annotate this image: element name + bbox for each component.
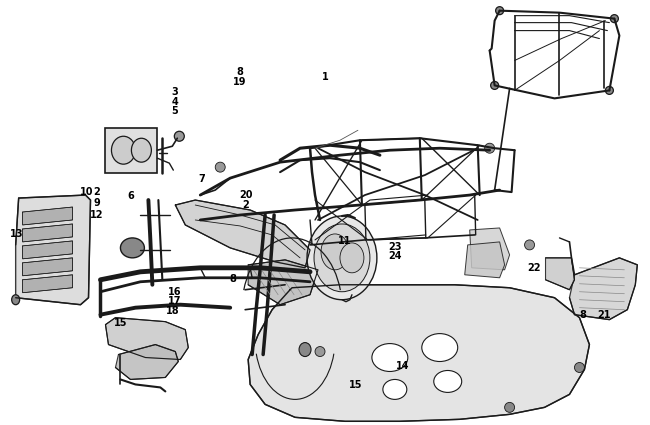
Polygon shape <box>16 195 90 305</box>
Text: 9: 9 <box>94 198 100 208</box>
Polygon shape <box>545 258 575 290</box>
Ellipse shape <box>485 143 495 153</box>
Text: 23: 23 <box>388 242 402 252</box>
Ellipse shape <box>12 295 20 305</box>
Text: 15: 15 <box>114 317 127 328</box>
Polygon shape <box>176 200 310 268</box>
Polygon shape <box>23 275 73 293</box>
Text: 16: 16 <box>168 287 181 297</box>
Ellipse shape <box>434 371 461 392</box>
Ellipse shape <box>383 380 407 400</box>
Text: 22: 22 <box>527 264 541 273</box>
Ellipse shape <box>321 234 349 270</box>
Ellipse shape <box>174 131 185 141</box>
Text: 8: 8 <box>236 67 243 77</box>
Text: 3: 3 <box>171 87 178 97</box>
Text: 5: 5 <box>171 106 178 116</box>
Text: 17: 17 <box>168 296 181 306</box>
Ellipse shape <box>215 162 225 172</box>
Ellipse shape <box>496 7 504 14</box>
Polygon shape <box>23 241 73 259</box>
Text: 15: 15 <box>350 380 363 390</box>
Text: 4: 4 <box>171 96 178 107</box>
Polygon shape <box>465 242 504 278</box>
Ellipse shape <box>111 136 135 164</box>
Ellipse shape <box>340 243 364 273</box>
Text: 11: 11 <box>338 236 351 246</box>
Text: 2: 2 <box>94 187 100 197</box>
Ellipse shape <box>610 14 618 23</box>
Ellipse shape <box>575 363 584 372</box>
Ellipse shape <box>605 86 614 94</box>
Text: 24: 24 <box>388 251 402 261</box>
Ellipse shape <box>491 82 499 89</box>
Polygon shape <box>23 224 73 242</box>
Polygon shape <box>569 258 638 320</box>
Polygon shape <box>248 285 590 421</box>
Ellipse shape <box>504 402 515 412</box>
Text: 8: 8 <box>580 310 586 320</box>
Text: 8: 8 <box>229 275 237 284</box>
Polygon shape <box>105 317 188 360</box>
Ellipse shape <box>314 224 370 292</box>
Polygon shape <box>23 258 73 276</box>
Text: 7: 7 <box>198 173 205 184</box>
Ellipse shape <box>422 334 458 362</box>
Text: 20: 20 <box>239 190 253 200</box>
Text: 6: 6 <box>127 190 134 201</box>
Text: 12: 12 <box>90 210 103 220</box>
Text: 19: 19 <box>233 77 246 87</box>
Ellipse shape <box>315 346 325 357</box>
Polygon shape <box>248 260 318 305</box>
Text: 18: 18 <box>166 306 179 316</box>
Text: 14: 14 <box>396 361 410 371</box>
Text: 2: 2 <box>242 200 249 210</box>
Polygon shape <box>116 345 178 380</box>
Text: 21: 21 <box>597 310 610 320</box>
Ellipse shape <box>131 138 151 162</box>
Ellipse shape <box>307 216 377 300</box>
Polygon shape <box>470 228 510 270</box>
Ellipse shape <box>372 343 408 371</box>
Ellipse shape <box>299 343 311 357</box>
Text: 1: 1 <box>322 72 328 82</box>
Bar <box>105 128 157 173</box>
Text: 10: 10 <box>80 187 94 197</box>
Text: 13: 13 <box>10 229 23 239</box>
Ellipse shape <box>525 240 534 250</box>
Ellipse shape <box>120 238 144 258</box>
Polygon shape <box>23 207 73 225</box>
